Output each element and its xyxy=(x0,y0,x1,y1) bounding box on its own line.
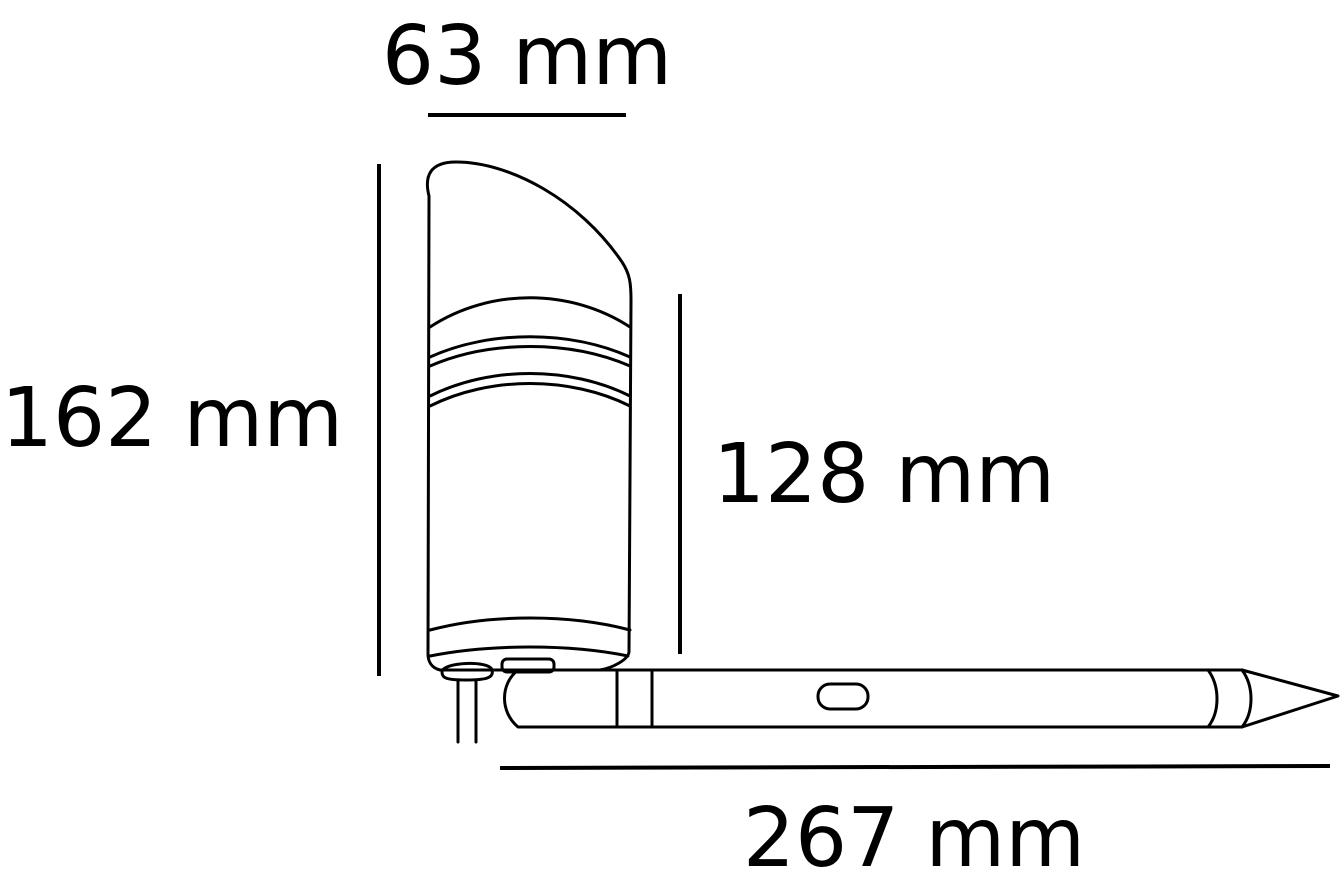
length-dimension-line xyxy=(499,764,1331,770)
connector-tab xyxy=(500,657,556,674)
band-2-inner xyxy=(428,345,632,368)
lamp-head xyxy=(425,160,633,744)
bottom-rim xyxy=(428,645,630,658)
spike-body-outline xyxy=(503,668,1340,729)
total-height-label: 162 mm xyxy=(1,371,343,466)
length-label: 267 mm xyxy=(743,791,1085,886)
lamp-spike xyxy=(503,668,1340,729)
band-2-outer xyxy=(428,335,632,359)
band-3-inner xyxy=(428,382,632,408)
band-1 xyxy=(428,296,632,329)
spike-tip-curve-2 xyxy=(1240,668,1253,729)
spike-button xyxy=(816,682,870,711)
body-height-label: 128 mm xyxy=(713,427,1055,522)
connector-knob xyxy=(440,661,494,682)
spike-tip-curve-1 xyxy=(1206,668,1219,729)
lamp-body-outline xyxy=(425,160,633,672)
band-4 xyxy=(428,616,632,632)
width-label: 63 mm xyxy=(382,9,672,104)
band-3-outer xyxy=(428,372,632,398)
